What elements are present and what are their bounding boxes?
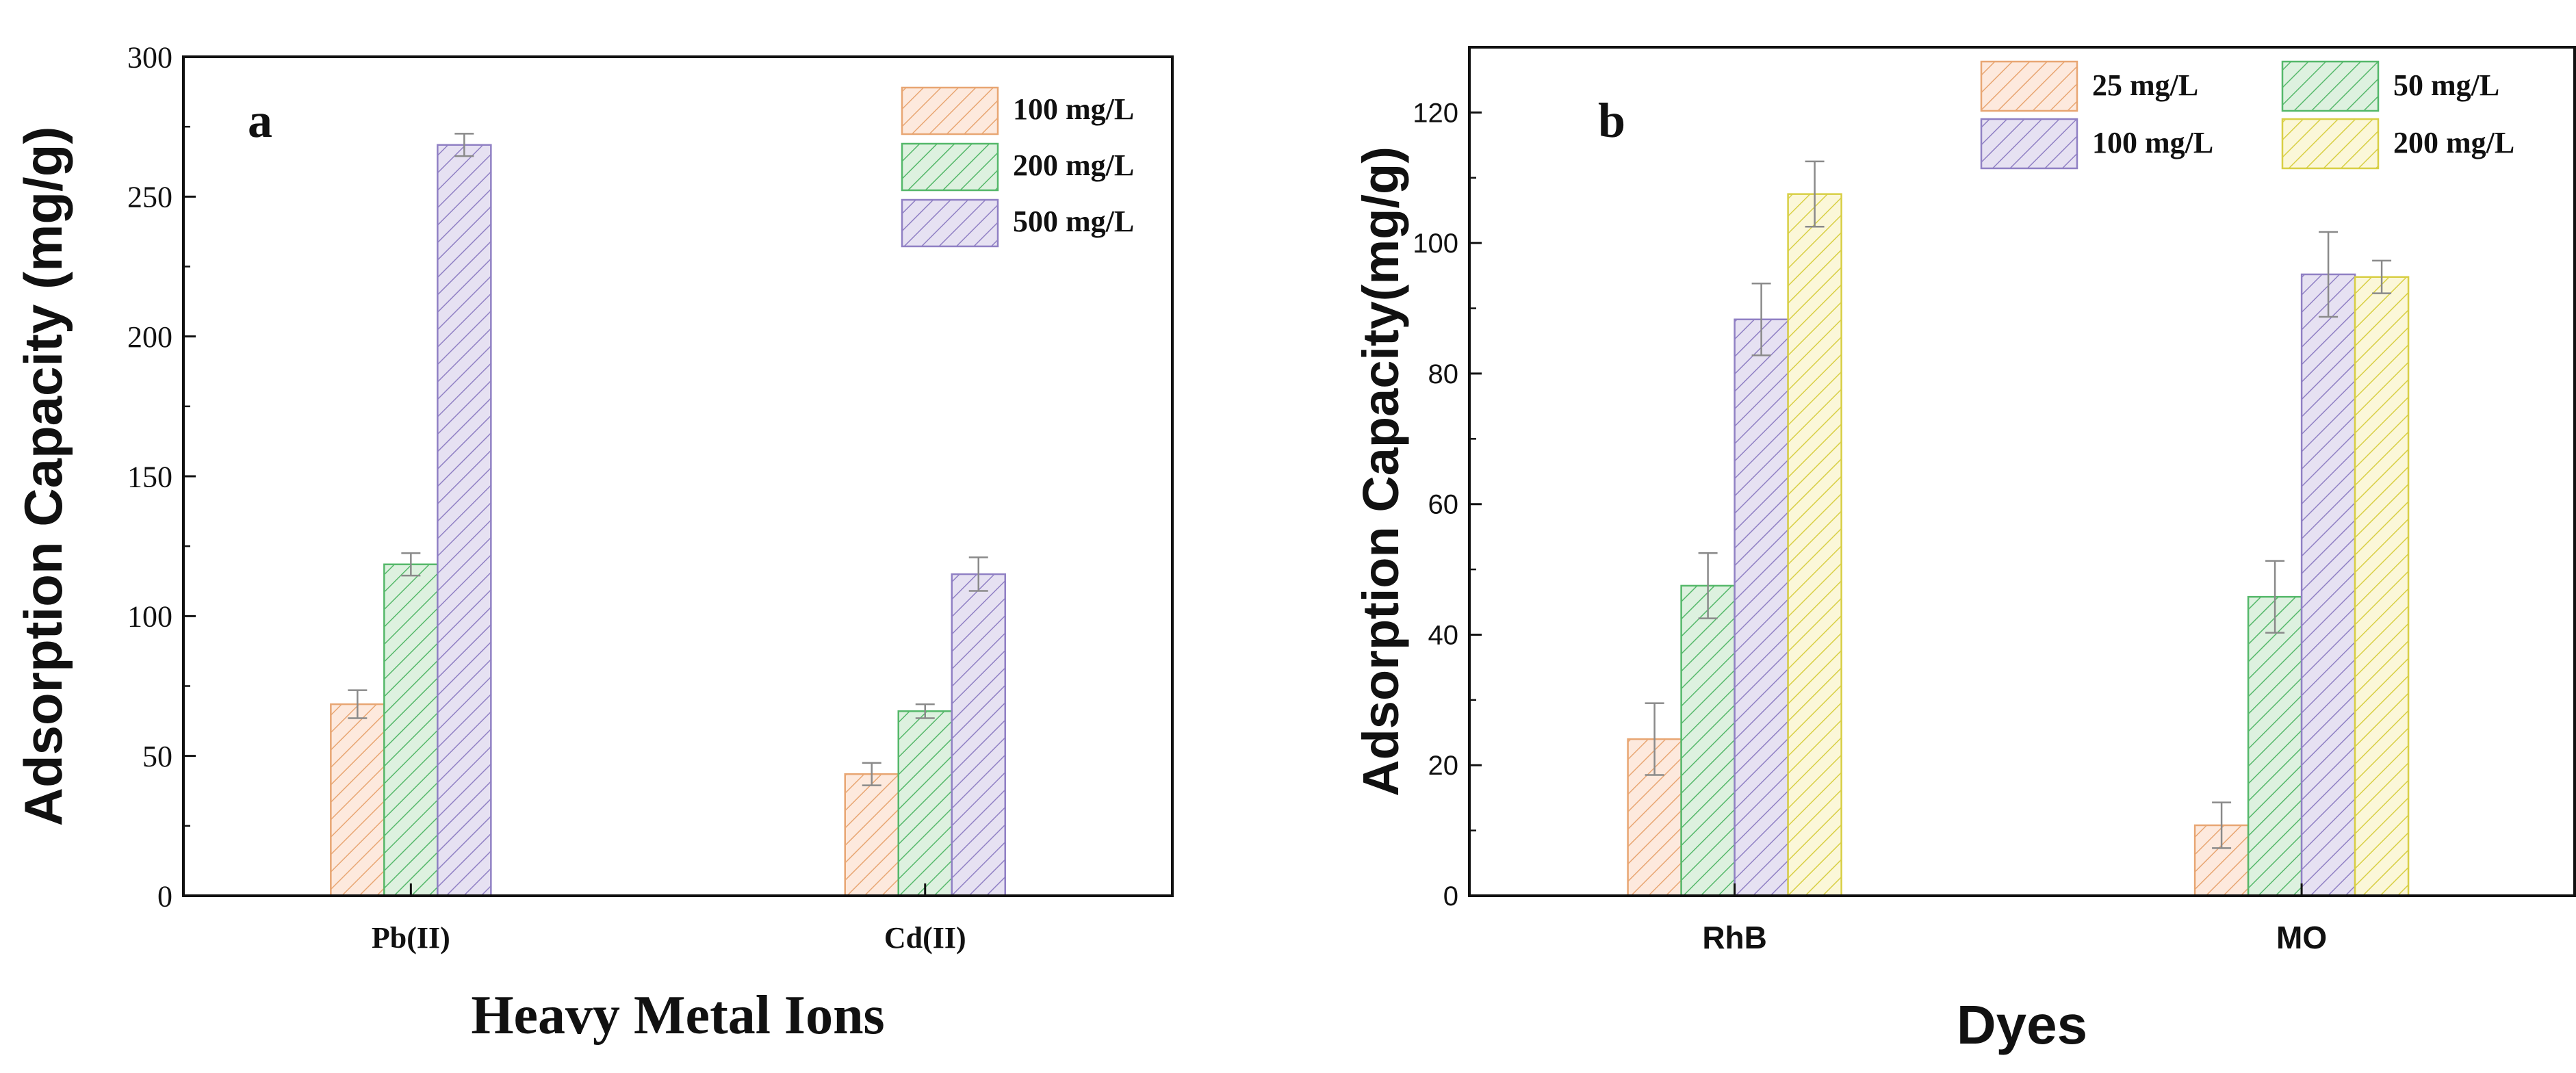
bar-200-mg-l-mo <box>2354 276 2410 897</box>
bar-100-mg-l-rhb <box>1734 318 1789 897</box>
y-tick-label: 100 <box>1413 229 1458 259</box>
bar-200-mg-l-pbii <box>383 563 439 897</box>
panel-label: a <box>248 93 272 148</box>
x-category-label: Pb(II) <box>372 921 450 955</box>
legend-label: 500 mg/L <box>1013 205 1134 238</box>
panel-a-chart: 0 50 100 150 200 250 300 Pb(II) Cd(II)Heavy Meta… <box>13 40 1174 1046</box>
y-tick-label: 50 <box>142 740 172 773</box>
legend-swatch <box>901 142 999 192</box>
y-tick-label: 20 <box>1428 751 1459 781</box>
legend-label: 100 mg/L <box>2092 126 2213 159</box>
panel-b-chart: 0 20 40 60 80 100 120 RhB MO Dyes Adsorption Capac… <box>1352 46 2576 1055</box>
bar-200-mg-l-rhb <box>1787 193 1842 897</box>
bar-50-mg-l-rhb <box>1680 584 1736 897</box>
plot-frame <box>1468 46 2576 897</box>
y-tick-label: 40 <box>1428 620 1459 650</box>
legend-swatch <box>2281 118 2380 170</box>
legend-label: 200 mg/L <box>2393 126 2514 159</box>
bar-100-mg-l-cdii <box>844 773 899 897</box>
legend-label: 200 mg/L <box>1013 148 1134 182</box>
legend-label: 50 mg/L <box>2393 68 2499 102</box>
bar-100-mg-l-mo <box>2300 273 2356 897</box>
legend-swatch <box>1980 118 2078 170</box>
y-axis-title: Adsorption Capacity (mg/g) <box>13 127 73 827</box>
y-tick-label: 250 <box>127 181 172 214</box>
y-tick-label: 80 <box>1428 359 1459 389</box>
bar-500-mg-l-cdii <box>951 573 1006 897</box>
y-tick-label: 100 <box>127 600 172 634</box>
y-tick-label: 60 <box>1428 490 1459 520</box>
y-tick-label: 300 <box>127 40 172 74</box>
y-tick-label: 0 <box>157 879 172 913</box>
legend-swatch <box>901 86 999 135</box>
legend-label: 25 mg/L <box>2092 68 2198 102</box>
panel-label: b <box>1598 93 1625 148</box>
bar-50-mg-l-mo <box>2247 595 2303 897</box>
x-axis-title: Heavy Metal Ions <box>471 985 884 1046</box>
y-tick-label: 200 <box>127 320 172 354</box>
x-category-label: Cd(II) <box>884 921 966 955</box>
legend-swatch <box>901 198 999 248</box>
y-tick-label: 0 <box>1443 881 1458 912</box>
bar-500-mg-l-pbii <box>437 144 492 897</box>
y-axis-title: Adsorption Capacity(mg/g) <box>1352 146 1409 797</box>
y-tick-label: 120 <box>1413 98 1458 128</box>
y-tick-label: 150 <box>127 460 172 493</box>
x-axis-title: Dyes <box>1957 994 2087 1055</box>
legend-swatch <box>2281 60 2380 112</box>
legend-swatch <box>1980 60 2078 112</box>
x-category-label: RhB <box>1702 920 1767 955</box>
x-category-label: MO <box>2276 920 2327 955</box>
bar-100-mg-l-pbii <box>330 703 385 897</box>
bar-200-mg-l-cdii <box>897 710 953 897</box>
legend-label: 100 mg/L <box>1013 92 1134 126</box>
